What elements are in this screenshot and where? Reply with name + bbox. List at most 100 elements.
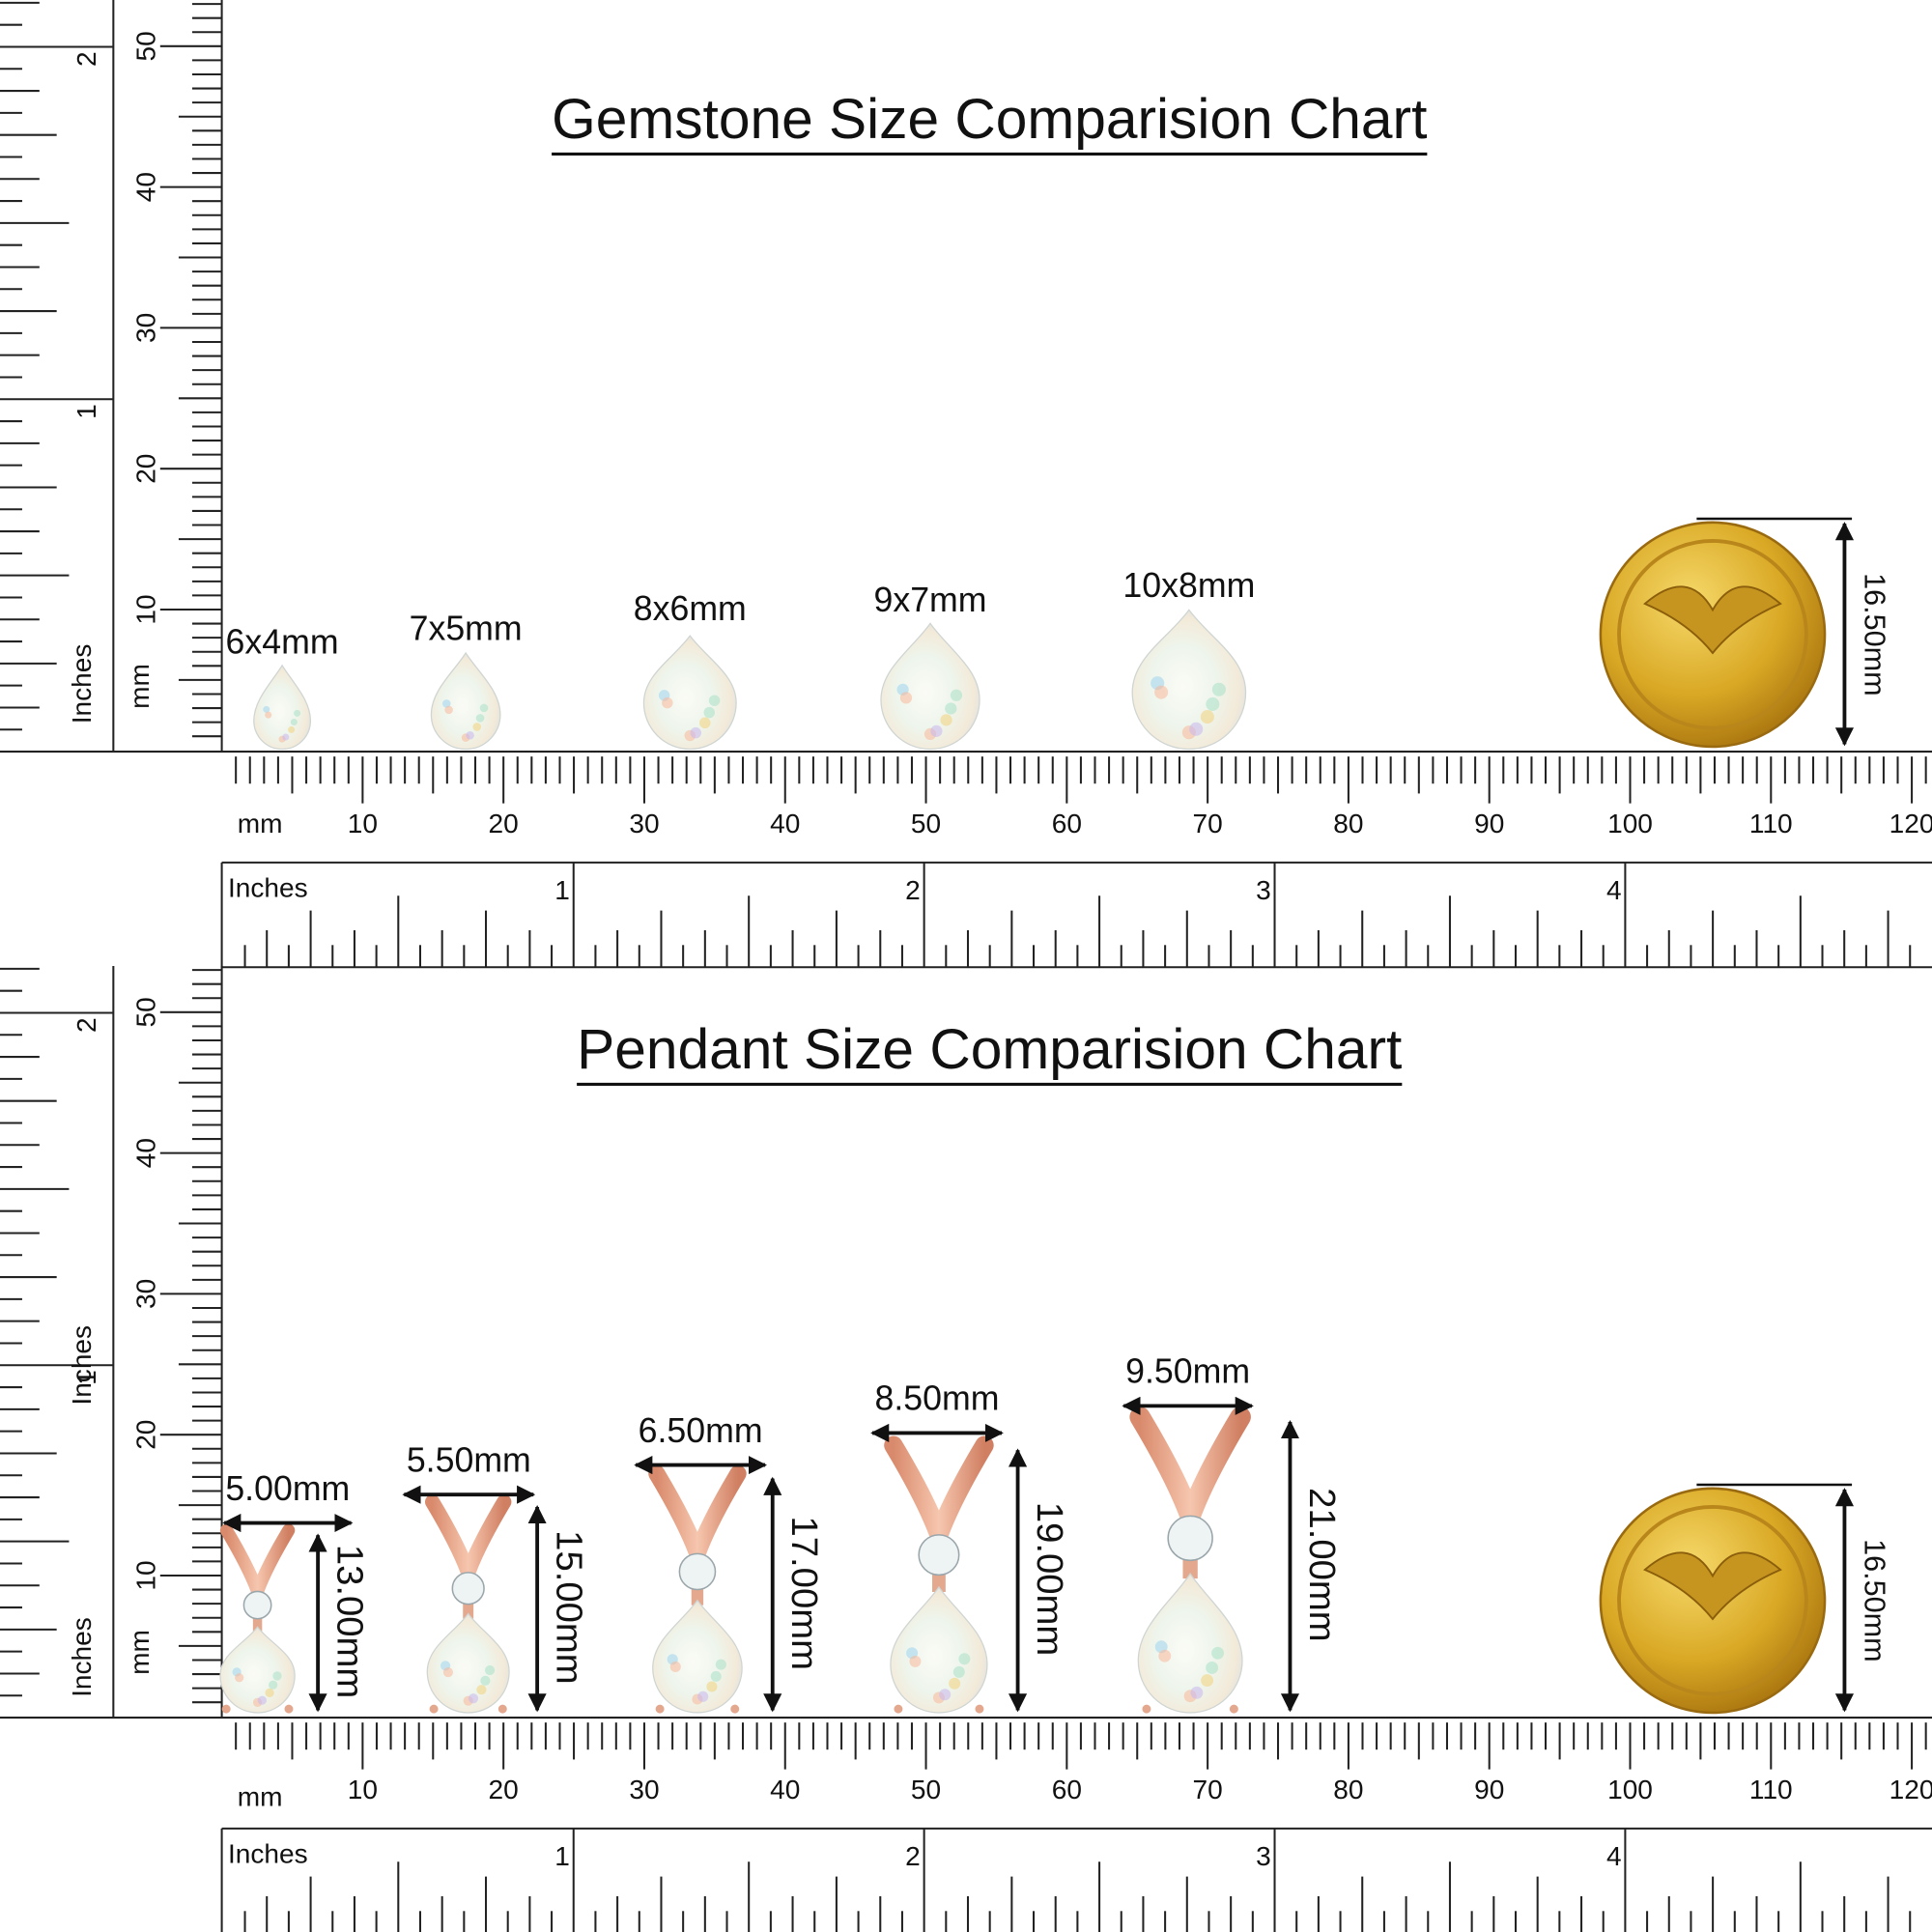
vertical-inch-tick-label: 1 <box>71 1370 101 1385</box>
inch-tick-label: 4 <box>1606 1841 1622 1871</box>
mm-tick-label: 120 <box>1889 809 1932 838</box>
opal-stone <box>253 664 312 751</box>
opal-fleck <box>662 696 673 709</box>
coin-eagle <box>1643 585 1782 655</box>
opal-fleck <box>699 717 711 729</box>
opal-fleck <box>1189 722 1204 736</box>
inch-tick-label: 1 <box>554 1841 570 1871</box>
inch-tick-label: 3 <box>1256 875 1271 905</box>
vertical-inch-tick-label: 2 <box>71 51 101 67</box>
vertical-inch-unit: Inches <box>67 1617 97 1697</box>
opal-stone <box>642 635 737 751</box>
mm-tick-label: 20 <box>489 1775 519 1804</box>
opal-fleck <box>1158 1649 1172 1662</box>
opal-fleck <box>710 1670 722 1682</box>
opal-stone <box>652 1599 743 1714</box>
vertical-inch-unit: Inches <box>67 1325 97 1406</box>
coin-size-label: 16.50mm <box>1859 1539 1891 1662</box>
mm-tick-label: 40 <box>770 1775 800 1804</box>
opal-fleck <box>669 1661 681 1673</box>
mm-tick-label: 60 <box>1052 809 1082 838</box>
inch-tick-label: 3 <box>1256 1841 1271 1871</box>
opal-stone <box>430 651 501 751</box>
opal-fleck <box>1211 1646 1225 1660</box>
opal-fleck <box>282 733 290 741</box>
pendant-bail <box>424 1494 512 1580</box>
opal-fleck <box>257 1695 268 1705</box>
gem-size-label: 7x5mm <box>410 609 523 647</box>
pendant-width-label: 5.50mm <box>407 1440 531 1479</box>
pendant-prong <box>429 1704 439 1714</box>
opal-stone <box>1131 609 1247 751</box>
vertical-inch-tick-label: 2 <box>71 1017 101 1033</box>
pendant-diamond <box>678 1552 717 1591</box>
mm-tick-label: 120 <box>1889 1775 1932 1804</box>
vertical-mm-tick-label: 20 <box>130 1420 160 1450</box>
opal-fleck <box>466 730 474 740</box>
opal-stone <box>880 622 980 751</box>
pendant <box>884 1435 994 1714</box>
opal-fleck <box>265 1688 274 1698</box>
gemstone <box>253 664 312 751</box>
pendant-bail <box>648 1464 747 1563</box>
mm-tick-label: 40 <box>770 809 800 838</box>
gemstone <box>880 622 980 751</box>
pendant-bail <box>884 1435 994 1545</box>
pendant-height-label: 21.00mm <box>1301 1488 1343 1641</box>
opal-fleck <box>899 692 913 704</box>
pendant-prong <box>221 1704 231 1714</box>
gem-size-label: 10x8mm <box>1122 566 1255 605</box>
mm-tick-label: 90 <box>1474 809 1504 838</box>
coin-rim <box>1617 1505 1808 1696</box>
opal-fleck <box>290 718 298 725</box>
vertical-mm-tick-label: 40 <box>130 172 160 202</box>
mm-tick-label: 50 <box>911 1775 941 1804</box>
mm-tick-label: 10 <box>348 1775 378 1804</box>
pendant-height-label: 13.00mm <box>329 1545 371 1698</box>
mm-tick-label: 50 <box>911 809 941 838</box>
vertical-inch-unit: Inches <box>67 644 97 724</box>
opal-fleck <box>479 703 489 713</box>
panel-title: Gemstone Size Comparision Chart <box>552 88 1427 151</box>
pendant-prong <box>655 1704 665 1714</box>
gem-size-label: 9x7mm <box>873 581 986 619</box>
inch-tick-label: 4 <box>1606 875 1622 905</box>
vertical-mm-unit: mm <box>125 1630 155 1675</box>
opal-fleck <box>480 1675 491 1686</box>
inch-tick-label: 2 <box>905 875 921 905</box>
mm-tick-label: 20 <box>489 809 519 838</box>
vertical-mm-unit: mm <box>125 664 155 709</box>
mm-tick-label: 70 <box>1193 1775 1223 1804</box>
gemstone <box>430 651 501 751</box>
coin-rim <box>1617 539 1808 730</box>
opal-fleck <box>442 1667 454 1678</box>
opal-fleck <box>468 1693 479 1704</box>
pendant-prong <box>894 1704 903 1714</box>
pendant-width-label: 9.50mm <box>1125 1352 1250 1391</box>
opal-fleck <box>945 702 957 715</box>
pendant-height-label: 19.00mm <box>1029 1502 1070 1656</box>
opal-fleck <box>1190 1686 1204 1699</box>
opal-fleck <box>1201 1674 1214 1688</box>
opal-fleck <box>441 699 451 708</box>
mm-tick-label: 80 <box>1333 809 1363 838</box>
vertical-mm-tick-label: 40 <box>130 1138 160 1168</box>
opal-fleck <box>294 709 301 717</box>
opal-fleck <box>708 695 721 706</box>
pendant-prong <box>975 1704 984 1714</box>
opal-stone <box>426 1612 510 1714</box>
opal-fleck <box>1211 682 1226 696</box>
opal-stone <box>890 1585 988 1714</box>
pendant-prong <box>497 1704 507 1714</box>
pendant-width-label: 8.50mm <box>875 1379 1000 1418</box>
pendant-width-label: 5.00mm <box>225 1469 350 1508</box>
opal-stone <box>1137 1572 1243 1714</box>
opal-fleck <box>703 706 715 719</box>
opal-fleck <box>1154 685 1169 699</box>
opal-fleck <box>265 711 272 719</box>
pendant-diamond <box>1167 1515 1213 1562</box>
gemstone <box>1131 609 1247 751</box>
vertical-mm-tick-label: 10 <box>130 594 160 624</box>
vertical-mm-tick-label: 50 <box>130 997 160 1027</box>
